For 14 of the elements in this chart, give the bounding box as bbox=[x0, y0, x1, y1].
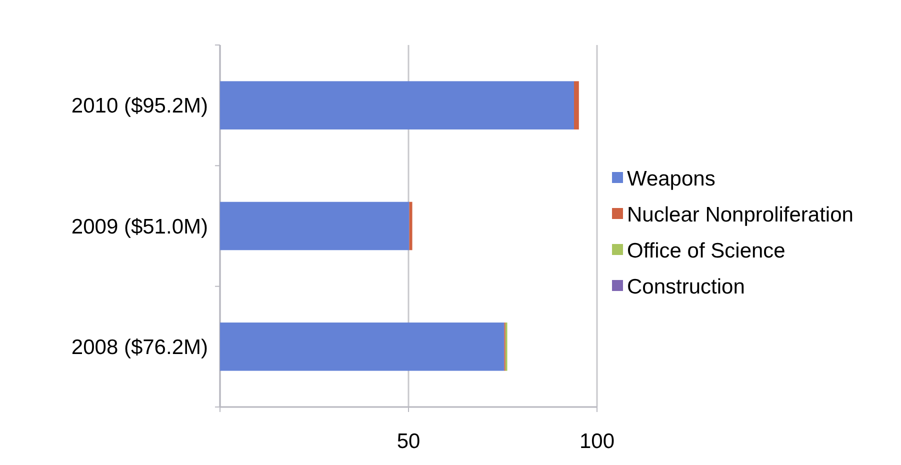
y-tick-label: 2010 ($95.2M) bbox=[71, 94, 208, 118]
legend-label: Construction bbox=[627, 275, 745, 298]
bar bbox=[574, 81, 579, 130]
bar bbox=[220, 81, 574, 130]
bar bbox=[409, 202, 412, 250]
y-tick-label: 2009 ($51.0M) bbox=[71, 215, 208, 238]
legend-label: Office of Science bbox=[627, 239, 786, 262]
bar bbox=[220, 322, 504, 371]
x-tick-label: 50 bbox=[396, 430, 420, 453]
bar bbox=[220, 202, 410, 250]
x-tick-label: 100 bbox=[579, 430, 615, 453]
legend-label: Nuclear Nonproliferation bbox=[627, 203, 854, 226]
legend-label: Weapons bbox=[627, 167, 716, 190]
y-tick-label: 2008 ($76.2M) bbox=[71, 336, 208, 360]
